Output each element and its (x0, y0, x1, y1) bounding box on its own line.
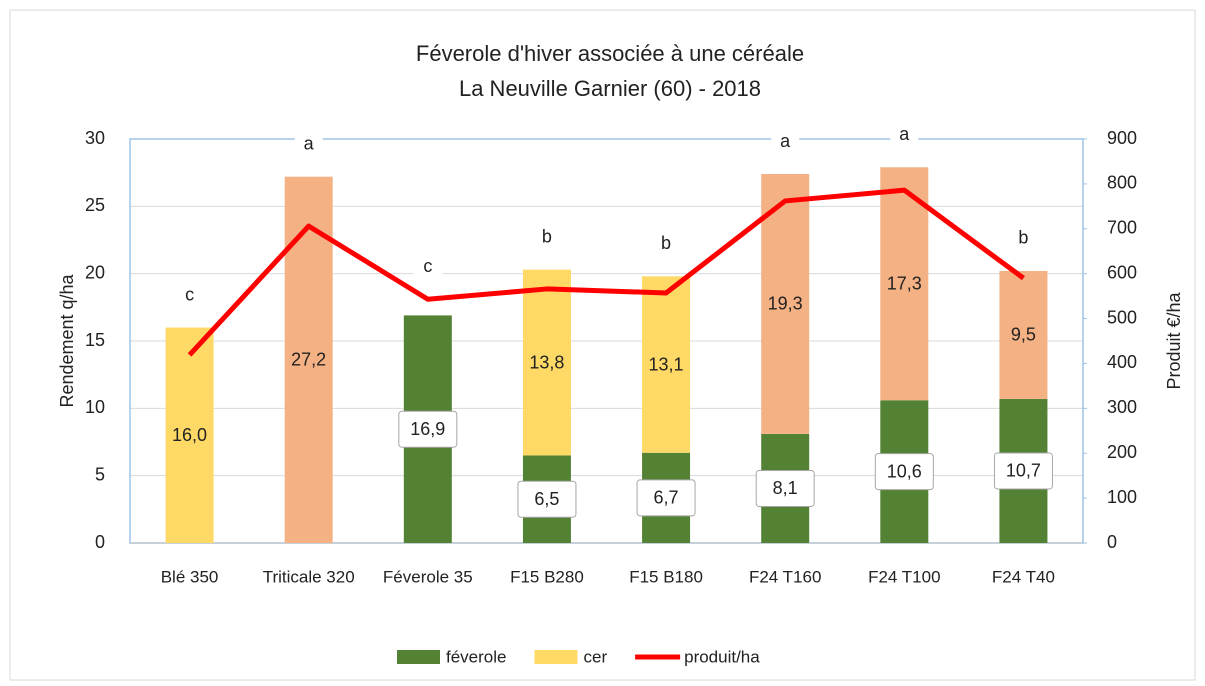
annotation: c (185, 284, 194, 304)
annotation: b (1018, 228, 1028, 248)
value-label: 13,1 (649, 354, 684, 374)
y2-tick-label: 800 (1107, 173, 1137, 193)
legend-label: cer (583, 647, 607, 666)
annotation-bg (175, 281, 204, 310)
annotation: c (423, 256, 432, 276)
legend-label: féverole (446, 647, 506, 666)
y2-tick-label: 600 (1107, 262, 1137, 282)
value-label-box (636, 479, 696, 517)
value-label: 17,3 (887, 274, 922, 294)
annotation: a (304, 133, 315, 153)
x-tick-label: Blé 350 (161, 567, 219, 586)
legend-swatch (397, 650, 440, 664)
x-tick-label: F15 B180 (629, 567, 703, 586)
legend-item: produit/ha (635, 647, 760, 666)
value-label: 13,8 (529, 352, 564, 372)
value-label: 16,9 (410, 419, 445, 439)
y-tick-label: 20 (85, 262, 105, 282)
y-tick-label: 5 (95, 464, 105, 484)
y-tick-label: 30 (85, 128, 105, 148)
legend-item: cer (534, 647, 607, 666)
value-label: 8,1 (773, 478, 798, 498)
annotation-bg (294, 130, 323, 159)
x-tick-label: F15 B280 (510, 567, 584, 586)
value-label-box (398, 410, 458, 448)
bar-segment (761, 174, 810, 434)
annotation: b (542, 226, 552, 246)
y-tick-label: 15 (85, 330, 105, 350)
y-tick-label: 0 (95, 532, 105, 552)
y2-tick-label: 300 (1107, 397, 1137, 417)
value-label: 10,7 (1006, 461, 1041, 481)
value-label: 9,5 (1011, 325, 1036, 345)
annotation-bg (652, 230, 681, 259)
bar-segment (642, 276, 691, 453)
annotation-bg (1009, 224, 1038, 253)
y2-tick-label: 400 (1107, 352, 1137, 372)
value-label-box (517, 480, 577, 518)
value-label-box (993, 452, 1053, 490)
x-tick-label: Triticale 320 (263, 567, 355, 586)
chart-title: Féverole d'hiver associée à une céréale (416, 41, 804, 66)
value-label: 6,7 (654, 488, 679, 508)
annotation: b (661, 233, 671, 253)
y2-tick-label: 500 (1107, 307, 1137, 327)
x-tick-label: F24 T40 (992, 567, 1055, 586)
y2-axis-title: Produit €/ha (1164, 291, 1184, 389)
annotation-bg (890, 121, 919, 150)
y-tick-label: 10 (85, 397, 105, 417)
annotation-bg (771, 128, 800, 157)
value-label: 19,3 (768, 294, 803, 314)
line-series (187, 187, 1025, 357)
legend-swatch (534, 650, 578, 664)
annotation-bg (532, 223, 561, 252)
annotation: a (780, 131, 791, 151)
annotation-bg (413, 253, 442, 282)
value-label: 10,6 (887, 461, 922, 481)
y2-tick-label: 100 (1107, 487, 1137, 507)
y-axis-title: Rendement q/ha (57, 273, 77, 407)
y2-tick-label: 0 (1107, 532, 1117, 552)
x-tick-label: F24 T100 (868, 567, 940, 586)
value-label: 6,5 (534, 489, 559, 509)
x-tick-label: Féverole 35 (383, 567, 473, 586)
value-label-box (874, 453, 934, 491)
y2-tick-label: 200 (1107, 442, 1137, 462)
legend-label: produit/ha (684, 647, 760, 666)
x-tick-label: F24 T160 (749, 567, 821, 586)
bar-segment (165, 327, 214, 543)
annotation: a (899, 124, 910, 144)
chart-subtitle: La Neuville Garnier (60) - 2018 (459, 76, 761, 101)
y2-tick-label: 900 (1107, 128, 1137, 148)
value-label: 16,0 (172, 425, 207, 445)
y2-tick-label: 700 (1107, 218, 1137, 238)
bar-segment (880, 167, 929, 401)
bar-segment (522, 269, 571, 456)
bar-segment (999, 270, 1048, 399)
legend-item: féverole (397, 647, 506, 666)
value-label: 27,2 (291, 350, 326, 370)
y-tick-label: 25 (85, 195, 105, 215)
value-label-box (755, 469, 815, 507)
